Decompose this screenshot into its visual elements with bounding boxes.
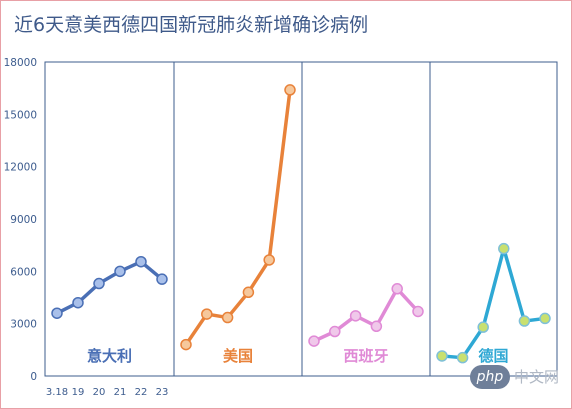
y-tick-label: 0 — [30, 371, 37, 383]
x-tick-label: 23 — [156, 387, 169, 398]
data-point — [221, 311, 234, 324]
y-tick-label: 6000 — [10, 266, 37, 278]
series-label-1: 意大利 — [87, 347, 132, 365]
data-point — [180, 338, 192, 351]
data-point — [284, 84, 296, 96]
y-tick-label: 18000 — [4, 57, 37, 69]
data-point — [329, 325, 341, 338]
x-tick-label: 3.18 — [46, 387, 68, 398]
data-point — [412, 305, 424, 318]
data-point — [456, 351, 469, 364]
series-label-4: 德国 — [478, 347, 508, 365]
plot-border — [44, 61, 558, 377]
series-line-1 — [55, 259, 164, 315]
data-point — [93, 277, 105, 290]
data-point — [51, 307, 63, 319]
data-point — [135, 255, 147, 268]
data-point — [518, 315, 531, 327]
y-tick-label: 3000 — [10, 319, 37, 331]
watermark-text: 中文网 — [514, 368, 560, 386]
data-point — [308, 335, 320, 347]
data-point — [72, 296, 84, 309]
data-point — [114, 265, 126, 278]
series-label-2: 美国 — [223, 347, 253, 365]
watermark-logo: php 中文网 — [470, 365, 566, 391]
data-point — [498, 242, 510, 255]
data-point — [370, 320, 383, 333]
y-tick-label: 12000 — [4, 162, 37, 174]
y-tick-label: 9000 — [10, 214, 37, 226]
data-point — [349, 310, 362, 322]
chart-title: 近6天意美西德四国新冠肺炎新增确诊病例 — [14, 14, 369, 36]
data-point — [477, 321, 489, 333]
series-line-4 — [440, 246, 547, 360]
series-line-2 — [184, 88, 292, 347]
watermark-badge: php — [470, 365, 510, 389]
data-point — [391, 283, 403, 295]
data-point — [263, 254, 275, 266]
x-tick-label: 22 — [135, 387, 148, 398]
data-point — [539, 312, 551, 325]
data-point — [201, 308, 213, 320]
data-point — [156, 273, 168, 285]
data-point — [436, 350, 448, 362]
x-tick-label: 21 — [114, 387, 127, 398]
data-point — [242, 286, 255, 299]
x-tick-label: 19 — [72, 387, 85, 398]
x-tick-label: 20 — [93, 387, 106, 398]
series-label-3: 西班牙 — [343, 347, 388, 365]
y-tick-label: 15000 — [4, 109, 37, 121]
